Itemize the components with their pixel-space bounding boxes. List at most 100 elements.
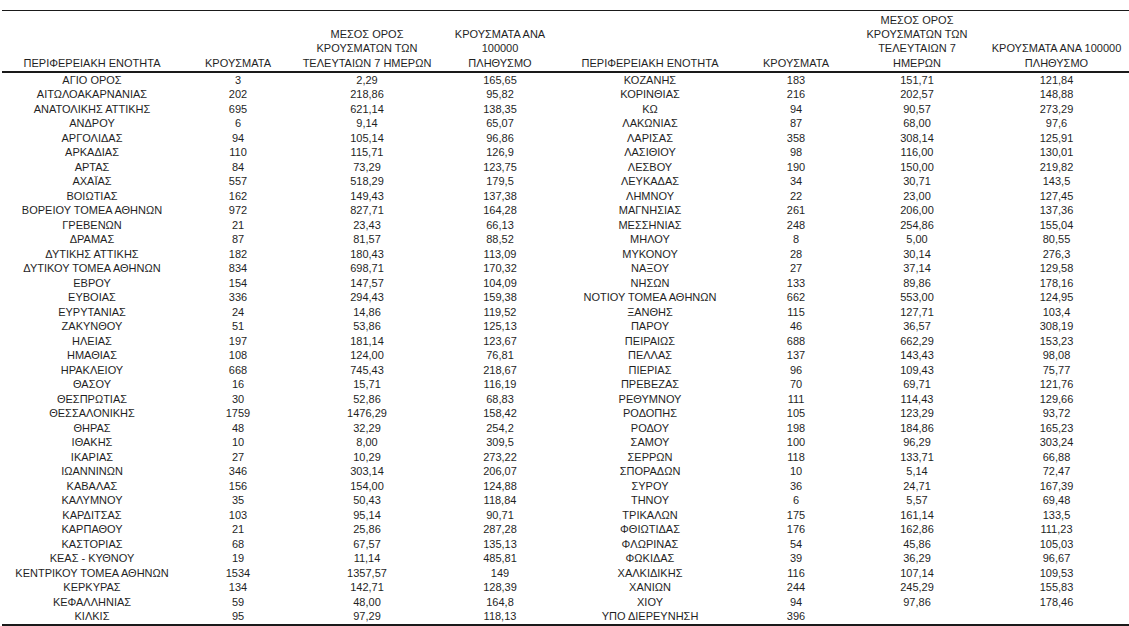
table-row: ΑΡΓΟΛΙΔΑΣ 94 105,14 96,86 ΛΑΡΙΣΑΣ 358 30… [2,131,1129,146]
cell-avg7-right: 254,86 [852,218,982,233]
cell-region-right: ΝΗΣΩΝ [560,276,740,291]
cell-region-right: ΞΑΝΘΗΣ [560,305,740,320]
cell-region-right: ΦΛΩΡΙΝΑΣ [560,537,740,552]
cell-cases-left: 51 [182,319,294,334]
cell-avg7-left: 827,71 [294,203,440,218]
regional-cases-table: ΠΕΡΙΦΕΡΕΙΑΚΗ ΕΝΟΤΗΤΑ ΚΡΟΥΣΜΑΤΑ ΜΕΣΟΣ ΟΡΟ… [2,10,1129,626]
cell-per100k-left: 254,2 [440,421,560,436]
cell-cases-left: 68 [182,537,294,552]
cell-avg7-left: 10,29 [294,450,440,465]
cell-per100k-right: 124,95 [982,290,1129,305]
table-row: ΚΑΛΥΜΝΟΥ 35 50,43 118,84 ΤΗΝΟΥ 6 5,57 69… [2,493,1129,508]
col-header-cases-left: ΚΡΟΥΣΜΑΤΑ [182,11,294,72]
cell-avg7-left: 142,71 [294,580,440,595]
cell-region-right: ΛΕΥΚΑΔΑΣ [560,174,740,189]
cell-per100k-right: 153,23 [982,334,1129,349]
cell-avg7-right: 123,29 [852,406,982,421]
cell-avg7-right: 161,14 [852,508,982,523]
cell-per100k-left: 68,83 [440,392,560,407]
cell-per100k-left: 128,39 [440,580,560,595]
cell-avg7-right: 89,86 [852,276,982,291]
cell-cases-right: 46 [740,319,852,334]
cell-avg7-left: 67,57 [294,537,440,552]
cell-region-left: ΘΕΣΠΡΩΤΙΑΣ [2,392,182,407]
table-row: ΑΝΔΡΟΥ 6 9,14 65,07 ΛΑΚΩΝΙΑΣ 87 68,00 97… [2,116,1129,131]
cell-region-left: ΓΡΕΒΕΝΩΝ [2,218,182,233]
cell-avg7-right: 5,57 [852,493,982,508]
cell-per100k-right: 165,23 [982,421,1129,436]
cell-region-left: ΚΕΝΤΡΙΚΟΥ ΤΟΜΕΑ ΑΘΗΝΩΝ [2,566,182,581]
cell-per100k-right: 178,16 [982,276,1129,291]
table-row: ΚΙΛΚΙΣ 95 97,29 118,13 ΥΠΟ ΔΙΕΡΕΥΝΗΣΗ 39… [2,609,1129,625]
cell-region-left: ΔΥΤΙΚΟΥ ΤΟΜΕΑ ΑΘΗΝΩΝ [2,261,182,276]
cell-cases-right: 6 [740,493,852,508]
cell-per100k-right: 66,88 [982,450,1129,465]
table-row: ΒΟΙΩΤΙΑΣ 162 149,43 137,38 ΛΗΜΝΟΥ 22 23,… [2,189,1129,204]
cell-avg7-right: 150,00 [852,160,982,175]
cell-region-left: ΑΙΤΩΛΟΑΚΑΡΝΑΝΙΑΣ [2,87,182,102]
cell-region-right: ΤΗΝΟΥ [560,493,740,508]
cell-cases-right: 244 [740,580,852,595]
cell-per100k-right: 121,84 [982,72,1129,88]
table-body: ΑΓΙΟ ΟΡΟΣ 3 2,29 165,65 ΚΟΖΑΝΗΣ 183 151,… [2,72,1129,625]
table-row: ΑΙΤΩΛΟΑΚΑΡΝΑΝΙΑΣ 202 218,86 95,82 ΚΟΡΙΝΘ… [2,87,1129,102]
table-row: ΗΡΑΚΛΕΙΟΥ 668 745,43 218,67 ΠΙΕΡΙΑΣ 96 1… [2,363,1129,378]
cell-per100k-left: 164,28 [440,203,560,218]
cell-region-right: ΝΟΤΙΟΥ ΤΟΜΕΑ ΑΘΗΝΩΝ [560,290,740,305]
cell-region-left: ΚΑΡΠΑΘΟΥ [2,522,182,537]
cell-cases-right: 116 [740,566,852,581]
cell-avg7-right: 24,71 [852,479,982,494]
cell-avg7-left: 15,71 [294,377,440,392]
cell-per100k-right: 111,23 [982,522,1129,537]
cell-cases-right: 54 [740,537,852,552]
cell-per100k-left: 118,84 [440,493,560,508]
cell-region-right: ΡΕΘΥΜΝΟΥ [560,392,740,407]
cell-cases-left: 110 [182,145,294,160]
cell-avg7-left: 181,14 [294,334,440,349]
table-row: ΘΕΣΣΑΛΟΝΙΚΗΣ 1759 1476,29 158,42 ΡΟΔΟΠΗΣ… [2,406,1129,421]
col-header-region-right: ΠΕΡΙΦΕΡΕΙΑΚΗ ΕΝΟΤΗΤΑ [560,11,740,72]
cell-avg7-right: 107,14 [852,566,982,581]
table-row: ΕΥΒΟΙΑΣ 336 294,43 159,38 ΝΟΤΙΟΥ ΤΟΜΕΑ Α… [2,290,1129,305]
cell-avg7-left: 621,14 [294,102,440,117]
table-row: ΑΧΑΪΑΣ 557 518,29 179,5 ΛΕΥΚΑΔΑΣ 34 30,7… [2,174,1129,189]
cell-cases-left: 1759 [182,406,294,421]
cell-per100k-right: 103,4 [982,305,1129,320]
cell-region-right: ΝΑΞΟΥ [560,261,740,276]
cell-region-left: ΖΑΚΥΝΘΟΥ [2,319,182,334]
col-header-per100k-left: ΚΡΟΥΣΜΑΤΑ ΑΝΑ 100000 ΠΛΗΘΥΣΜΟ [440,11,560,72]
cell-avg7-right: 96,29 [852,435,982,450]
cell-per100k-right: 155,04 [982,218,1129,233]
table-row: ΒΟΡΕΙΟΥ ΤΟΜΕΑ ΑΘΗΝΩΝ 972 827,71 164,28 Μ… [2,203,1129,218]
cell-region-left: ΒΟΙΩΤΙΑΣ [2,189,182,204]
cell-avg7-left: 95,14 [294,508,440,523]
cell-region-right: ΜΗΛΟΥ [560,232,740,247]
cell-avg7-left: 52,86 [294,392,440,407]
cell-avg7-left: 97,29 [294,609,440,625]
cell-region-right: ΠΕΛΛΑΣ [560,348,740,363]
cell-cases-right: 10 [740,464,852,479]
cell-cases-left: 3 [182,72,294,88]
cell-per100k-right: 105,03 [982,537,1129,552]
cell-per100k-left: 135,13 [440,537,560,552]
cell-region-left: ΕΥΡΥΤΑΝΙΑΣ [2,305,182,320]
cell-avg7-right: 30,71 [852,174,982,189]
cell-region-right: ΚΟΡΙΝΘΙΑΣ [560,87,740,102]
cell-cases-left: 202 [182,87,294,102]
cell-per100k-left: 124,88 [440,479,560,494]
cell-region-left: ΑΡΓΟΛΙΔΑΣ [2,131,182,146]
table-row: ΓΡΕΒΕΝΩΝ 21 23,43 66,13 ΜΕΣΣΗΝΙΑΣ 248 25… [2,218,1129,233]
cell-region-right: ΧΑΝΙΩΝ [560,580,740,595]
cell-cases-right: 28 [740,247,852,262]
table-row: ΑΓΙΟ ΟΡΟΣ 3 2,29 165,65 ΚΟΖΑΝΗΣ 183 151,… [2,72,1129,88]
cell-region-left: ΚΕΦΑΛΛΗΝΙΑΣ [2,595,182,610]
table-row: ΔΡΑΜΑΣ 87 81,57 88,52 ΜΗΛΟΥ 8 5,00 80,55 [2,232,1129,247]
cell-region-right: ΠΑΡΟΥ [560,319,740,334]
table-row: ΘΑΣΟΥ 16 15,71 116,19 ΠΡΕΒΕΖΑΣ 70 69,71 … [2,377,1129,392]
cell-per100k-right: 97,6 [982,116,1129,131]
cell-avg7-right: 68,00 [852,116,982,131]
cell-avg7-right: 5,14 [852,464,982,479]
cell-avg7-left: 23,43 [294,218,440,233]
cell-cases-left: 87 [182,232,294,247]
cell-per100k-left: 170,32 [440,261,560,276]
